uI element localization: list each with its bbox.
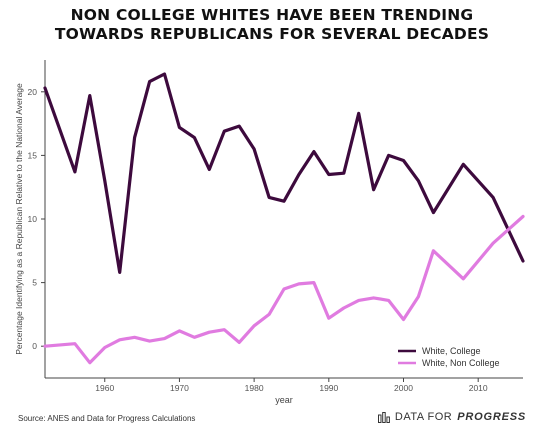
- y-tick-label: 0: [32, 341, 37, 351]
- legend-label-2: White, Non College: [422, 358, 500, 368]
- bar-chart-icon: [377, 411, 390, 423]
- y-axis-label: Percentage Identifying as a Republican R…: [14, 83, 24, 355]
- y-tick-label: 10: [28, 214, 38, 224]
- legend-label-1: White, College: [422, 346, 481, 356]
- brand-logo: DATA FOR PROGRESS: [377, 411, 526, 423]
- x-tick-label: 2000: [394, 383, 413, 393]
- source-note: Source: ANES and Data for Progress Calcu…: [18, 414, 196, 423]
- y-tick-label: 15: [28, 150, 38, 160]
- x-tick-label: 2010: [469, 383, 488, 393]
- chart-title-line-1: NON COLLEGE WHITES HAVE BEEN TRENDING: [70, 6, 474, 24]
- x-tick-label: 1990: [319, 383, 338, 393]
- series-line-2: [43, 214, 525, 365]
- brand-prefix: DATA FOR: [394, 411, 453, 423]
- x-tick-label: 1960: [95, 383, 114, 393]
- x-tick-label: 1980: [245, 383, 264, 393]
- x-axis-label: year: [275, 395, 293, 405]
- brand-emphasis: PROGRESS: [457, 411, 526, 423]
- chart-title: NON COLLEGE WHITES HAVE BEEN TRENDING TO…: [0, 6, 544, 44]
- y-tick-label: 5: [32, 278, 37, 288]
- chart-title-line-2: TOWARDS REPUBLICANS FOR SEVERAL DECADES: [54, 25, 490, 43]
- y-tick-label: 20: [28, 87, 38, 97]
- x-tick-label: 1970: [170, 383, 189, 393]
- series-line-1: [43, 72, 525, 274]
